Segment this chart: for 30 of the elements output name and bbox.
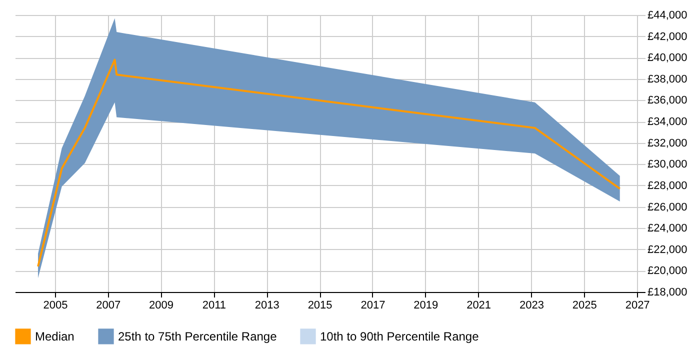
x-tick-label: 2027	[625, 300, 650, 312]
x-tick-label: 2013	[254, 300, 280, 312]
y-tick-label: £18,000	[648, 286, 688, 298]
x-tick-label: 2009	[149, 300, 174, 312]
x-tick-label: 2019	[414, 300, 438, 312]
x-tick-label: 2011	[202, 300, 226, 312]
legend-label: 10th to 90th Percentile Range	[320, 329, 480, 344]
y-tick-label: £36,000	[648, 94, 688, 107]
y-tick-label: £20,000	[648, 265, 688, 278]
legend-label: 25th to 75th Percentile Range	[118, 329, 278, 344]
x-tick-label: 2007	[96, 300, 121, 312]
y-tick-label: £34,000	[648, 116, 688, 128]
legend-label: Median	[35, 329, 74, 344]
y-tick-label: £28,000	[648, 180, 688, 192]
x-tick-label: 2015	[308, 300, 332, 312]
x-tick-label: 2025	[572, 300, 597, 312]
x-tick-label: 2021	[466, 300, 492, 312]
y-tick-label: £42,000	[648, 30, 688, 43]
line-series	[37, 58, 621, 268]
x-tick-label: 2023	[519, 300, 544, 312]
y-tick-label: £44,000	[648, 10, 688, 22]
y-tick-label: £38,000	[648, 73, 688, 86]
y-tick-label: £26,000	[648, 201, 688, 214]
y-tick-label: £32,000	[648, 137, 688, 150]
x-tick-label: 2017	[360, 300, 386, 312]
y-tick-label: £24,000	[648, 222, 688, 235]
y-tick-label: £30,000	[648, 158, 688, 171]
x-tick-label: 2005	[43, 300, 68, 312]
y-tick-label: £22,000	[648, 244, 688, 256]
y-tick-label: £40,000	[648, 52, 688, 64]
